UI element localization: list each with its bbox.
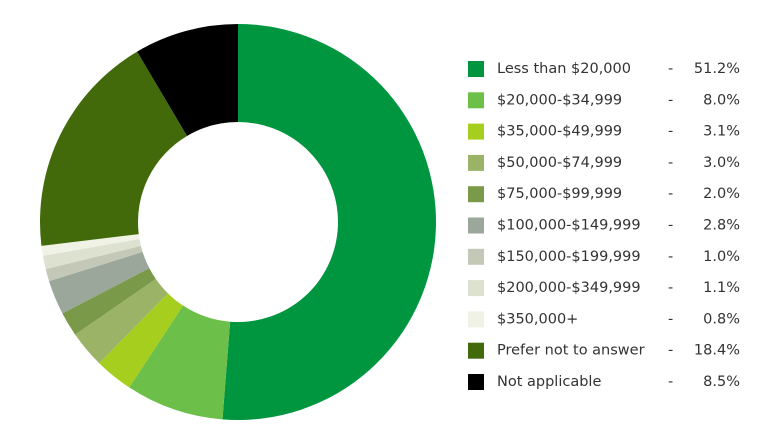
donut-slice xyxy=(62,268,156,335)
legend-separator: - xyxy=(668,218,673,234)
legend-label: $35,000-$49,999 xyxy=(497,124,622,140)
donut-slice xyxy=(75,278,168,364)
legend-swatch xyxy=(468,280,484,297)
legend-swatch xyxy=(468,186,484,203)
legend-separator: - xyxy=(668,155,673,171)
legend-swatch xyxy=(468,92,484,109)
legend-value: 3.0% xyxy=(703,155,740,171)
legend-separator: - xyxy=(668,374,673,390)
legend-separator: - xyxy=(668,311,673,327)
legend-label: Less than $20,000 xyxy=(497,61,631,77)
legend-separator: - xyxy=(668,280,673,296)
legend-value: 51.2% xyxy=(694,61,740,77)
legend-value: 3.1% xyxy=(703,124,740,140)
donut-slice xyxy=(41,234,140,256)
legend-label: $50,000-$74,999 xyxy=(497,155,622,171)
legend-label: $75,000-$99,999 xyxy=(497,186,622,202)
legend-separator: - xyxy=(668,92,673,108)
legend-label: $200,000-$349,999 xyxy=(497,280,641,296)
donut-slice xyxy=(49,251,150,314)
legend-value: 8.5% xyxy=(703,374,740,390)
donut-slice xyxy=(99,293,184,388)
legend-label: $20,000-$34,999 xyxy=(497,92,622,108)
legend-value: 18.4% xyxy=(694,343,740,359)
legend-swatch xyxy=(468,311,484,328)
legend-separator: - xyxy=(668,61,673,77)
donut-slice xyxy=(39,51,188,246)
donut-slice xyxy=(222,24,437,420)
legend-separator: - xyxy=(668,124,673,140)
legend-label: $150,000-$199,999 xyxy=(497,249,641,265)
donut-slice xyxy=(137,24,238,136)
legend-separator: - xyxy=(668,249,673,265)
legend-label: Prefer not to answer xyxy=(497,343,645,359)
donut-slice xyxy=(45,245,143,282)
legend-swatch xyxy=(468,374,484,390)
donut-slice xyxy=(129,305,231,420)
legend-label: $350,000+ xyxy=(497,311,578,327)
legend-separator: - xyxy=(668,343,673,359)
legend-value: 2.8% xyxy=(703,218,740,234)
legend-separator: - xyxy=(668,186,673,202)
donut-slice xyxy=(42,239,141,270)
legend-swatch xyxy=(468,248,484,265)
legend-value: 8.0% xyxy=(703,92,740,108)
legend-swatch xyxy=(468,123,484,140)
legend-label: Not applicable xyxy=(497,374,601,390)
legend-label: $100,000-$149,999 xyxy=(497,218,641,234)
legend-value: 0.8% xyxy=(703,311,740,327)
legend-value: 1.0% xyxy=(703,249,740,265)
legend-swatch xyxy=(468,61,484,77)
legend-swatch xyxy=(468,342,484,359)
legend-value: 2.0% xyxy=(703,186,740,202)
legend-swatch xyxy=(468,217,484,234)
legend-value: 1.1% xyxy=(703,280,740,296)
legend-swatch xyxy=(468,154,484,171)
